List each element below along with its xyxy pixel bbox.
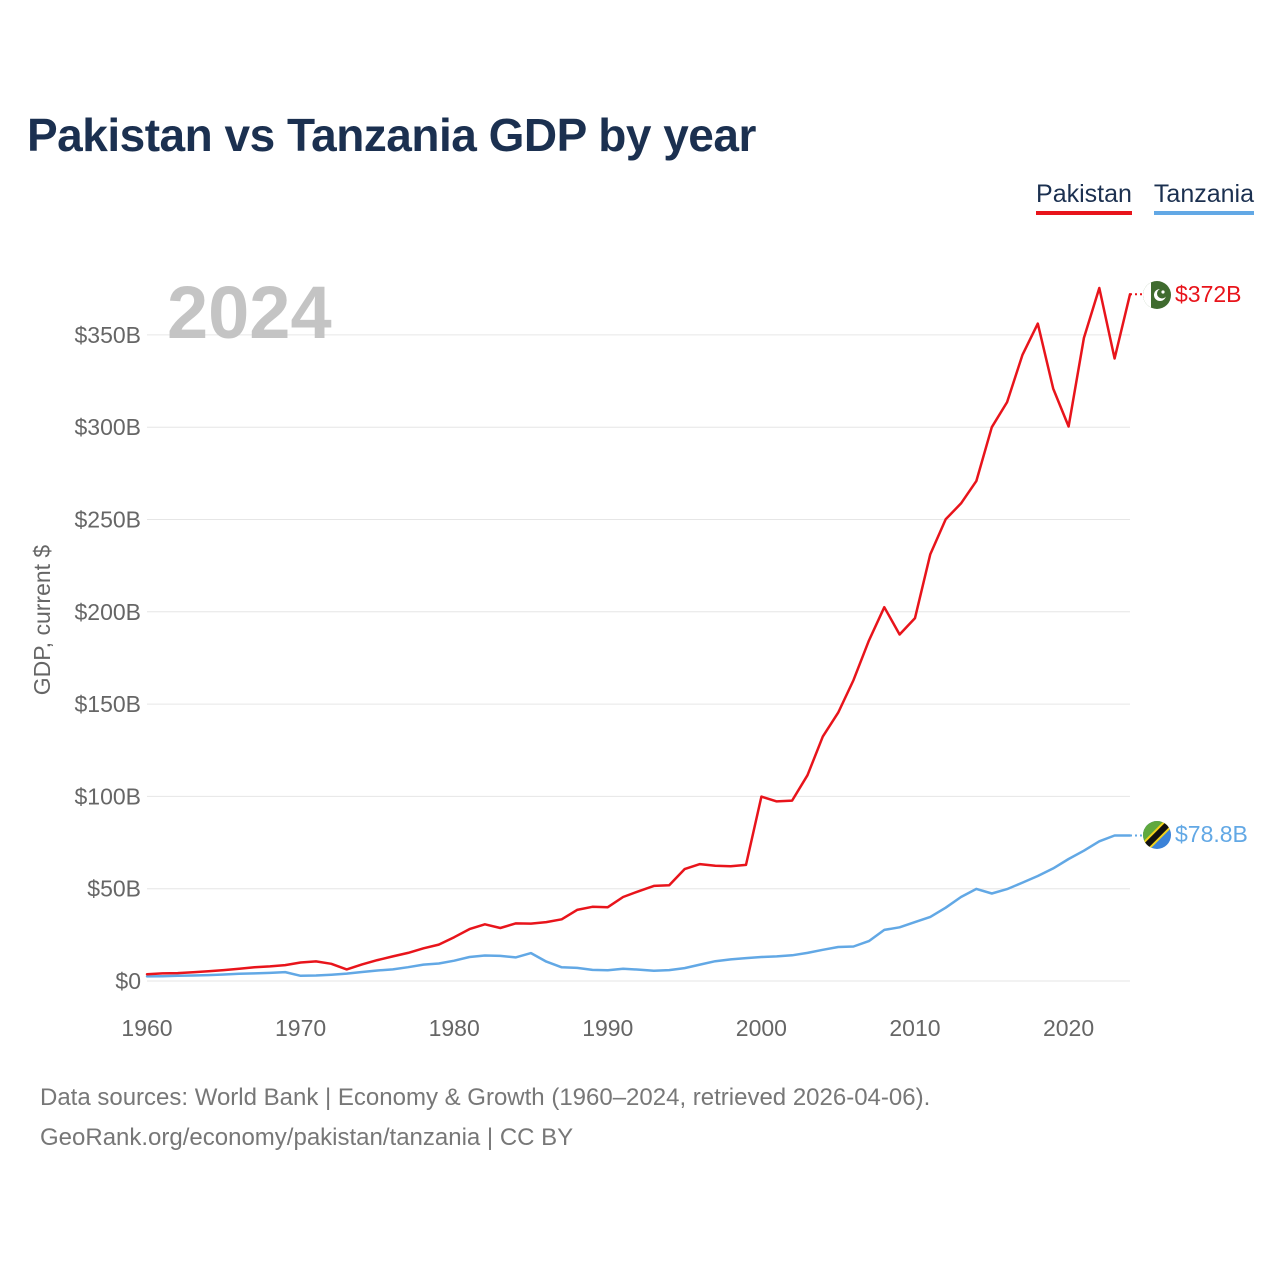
- x-tick-label: 2010: [889, 1015, 940, 1041]
- x-tick-label: 1970: [275, 1015, 326, 1041]
- y-tick-label: $50B: [87, 876, 141, 902]
- y-axis-label: GDP, current $: [29, 545, 55, 696]
- pakistan-flag-icon: [1143, 281, 1171, 309]
- y-tick-label: $150B: [74, 691, 141, 717]
- source-link[interactable]: GeoRank.org/economy/pakistan/tanzania | …: [40, 1124, 574, 1151]
- y-tick-label: $200B: [74, 599, 141, 625]
- source-note: Data sources: World Bank | Economy & Gro…: [40, 1084, 931, 1111]
- y-tick-label: $0: [115, 968, 141, 994]
- grid-lines: [147, 334, 1130, 982]
- y-axis-ticks: $0 $50B $100B $150B $200B $250B $300B $350B: [74, 322, 141, 994]
- series-line-pakistan[interactable]: [145, 286, 1132, 976]
- y-tick-label: $100B: [74, 783, 141, 809]
- end-value-label-tanzania: $78.8B: [1175, 821, 1248, 847]
- legend: Pakistan Tanzania: [1036, 180, 1254, 215]
- tanzania-flag-icon: [1143, 821, 1171, 849]
- x-tick-label: 1980: [429, 1015, 480, 1041]
- legend-item-pakistan[interactable]: Pakistan: [1036, 180, 1132, 215]
- x-tick-label: 1960: [121, 1015, 172, 1041]
- series-line-tanzania[interactable]: [145, 834, 1132, 978]
- y-tick-label: $250B: [74, 507, 141, 533]
- end-value-label-pakistan: $372B: [1175, 281, 1242, 307]
- x-tick-label: 2000: [736, 1015, 787, 1041]
- year-watermark: 2024: [167, 271, 332, 354]
- y-tick-label: $350B: [74, 322, 141, 348]
- series-lines: [145, 286, 1142, 978]
- chart-title: Pakistan vs Tanzania GDP by year: [27, 109, 756, 161]
- x-tick-label: 2020: [1043, 1015, 1094, 1041]
- x-axis-ticks: 1960 1970 1980 1990 2000 2010 2020: [121, 1015, 1094, 1041]
- legend-item-tanzania[interactable]: Tanzania: [1153, 180, 1254, 215]
- y-tick-label: $300B: [74, 414, 141, 440]
- x-tick-label: 1990: [582, 1015, 633, 1041]
